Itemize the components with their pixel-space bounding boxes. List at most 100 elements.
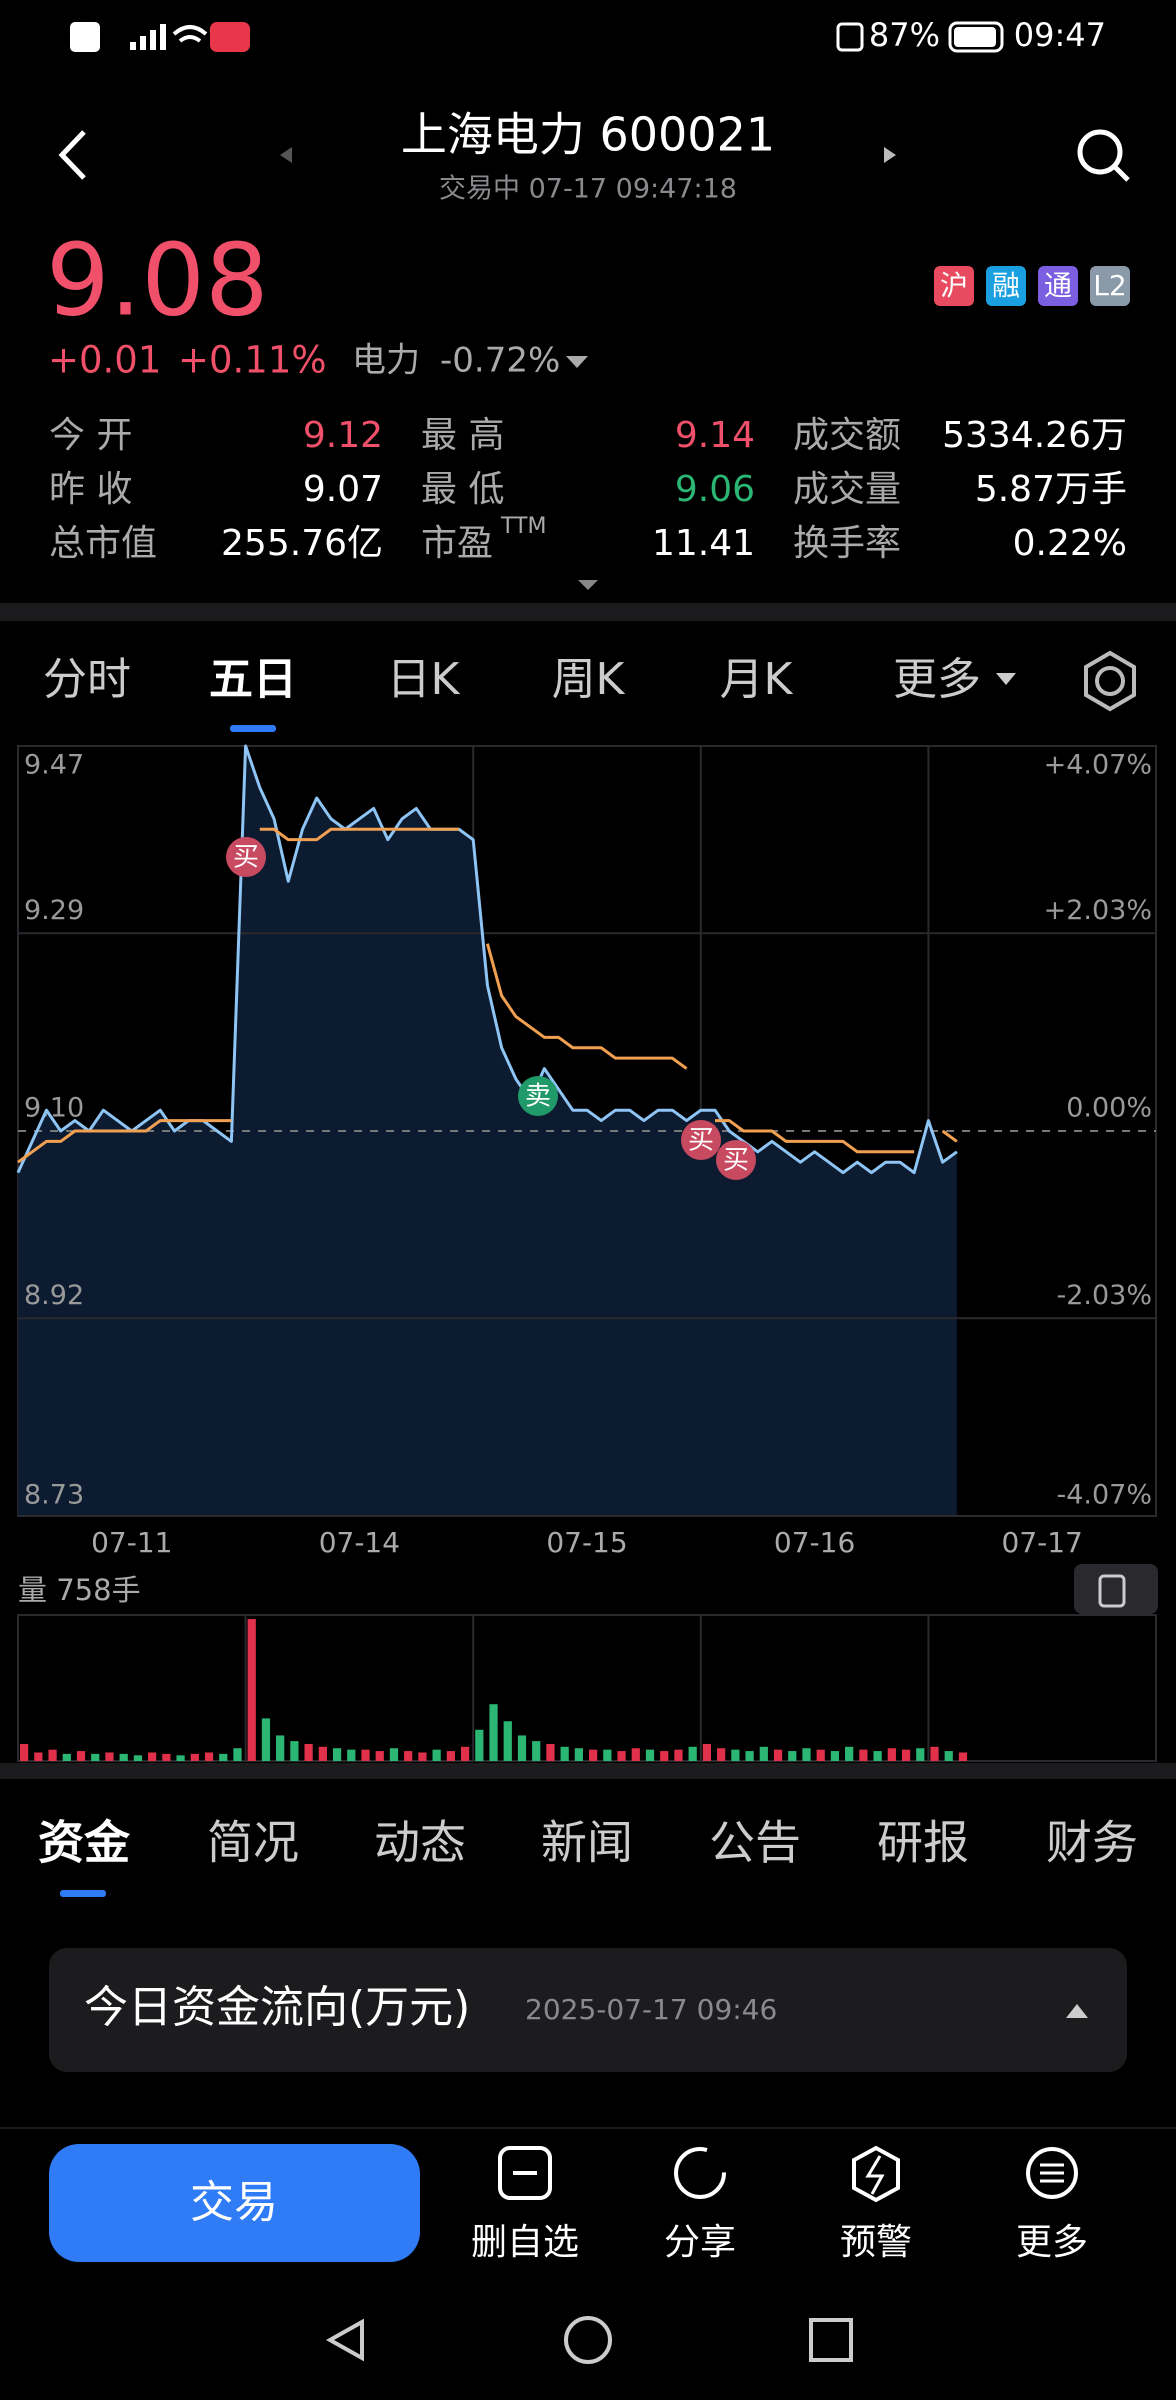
volume-bar [404, 1751, 413, 1761]
trade-marker-label: 买 [688, 1126, 714, 1156]
volume-bar [788, 1751, 797, 1761]
rotate-icon [1098, 1574, 1126, 1608]
chart-tab[interactable]: 更多 [893, 654, 981, 705]
stat-value: 0.22% [1013, 523, 1127, 564]
nav-recent[interactable] [809, 2318, 853, 2362]
tab-underline [60, 1890, 106, 1897]
y2-tick-label: -4.07% [1056, 1480, 1152, 1511]
volume-bar [276, 1735, 285, 1761]
volume-bar [460, 1746, 470, 1761]
chart-tab[interactable]: 月K [720, 654, 794, 705]
change: +0.01 [48, 339, 161, 382]
next-stock[interactable] [884, 147, 896, 163]
back-button[interactable] [58, 130, 86, 180]
chart-tab[interactable]: 日K [387, 654, 461, 705]
trade-status: 交易中 07-17 09:47:18 [439, 174, 737, 205]
volume-bar [219, 1753, 228, 1761]
info-tab[interactable]: 公告 [709, 1816, 801, 1870]
volume-bar [574, 1748, 583, 1761]
volume-bar [361, 1749, 370, 1761]
chart-tab[interactable]: 周K [552, 654, 626, 705]
volume-bar [930, 1746, 939, 1761]
nav-home[interactable] [564, 2316, 612, 2364]
nav-label[interactable]: 预警 [840, 2222, 912, 2263]
prev-stock[interactable] [280, 147, 292, 163]
volume-bar [503, 1721, 512, 1761]
volume-bar [20, 1743, 29, 1761]
alert-bolt [865, 2155, 885, 2195]
badge-label: L2 [1093, 269, 1126, 302]
battery-level [954, 27, 996, 47]
x-tick-label: 07-16 [774, 1526, 855, 1559]
stat-value: 11.41 [652, 523, 755, 564]
average-line [17, 827, 958, 1164]
volume-bar [717, 1748, 726, 1761]
nav-back[interactable] [325, 2318, 364, 2362]
fund-flow-card[interactable] [49, 1948, 1127, 2072]
search-button[interactable] [1077, 129, 1123, 175]
chart-tab[interactable]: 分时 [43, 654, 131, 705]
badge-label: 通 [1044, 269, 1072, 302]
volume-bar [489, 1704, 498, 1761]
y-tick-label: 8.73 [24, 1480, 84, 1511]
more-icon [1026, 2147, 1078, 2199]
settings-button[interactable] [1095, 666, 1125, 696]
stat-label: 最 高 [421, 415, 504, 456]
nav-label[interactable]: 更多 [1016, 2222, 1088, 2263]
volume-bar [475, 1729, 484, 1761]
volume-bar [958, 1752, 968, 1761]
x-tick-label: 07-14 [319, 1526, 400, 1559]
volume-bar [546, 1743, 555, 1761]
expand-arrow[interactable] [578, 580, 598, 590]
tab-underline [230, 725, 276, 732]
volume-bar [816, 1749, 825, 1761]
nfc-icon [836, 22, 864, 52]
chart-tab[interactable]: 五日 [209, 654, 297, 705]
info-tab[interactable]: 动态 [374, 1816, 466, 1870]
stock-title: 上海电力 600021 [401, 108, 775, 162]
signal-icon [130, 24, 166, 50]
price: 9.08 [46, 221, 269, 338]
volume-bar [745, 1751, 754, 1761]
hd-icon [70, 22, 100, 52]
share-icon [674, 2147, 726, 2199]
nav-label[interactable]: 删自选 [471, 2222, 579, 2263]
volume-bar [802, 1748, 811, 1761]
stat-value: 9.12 [303, 415, 383, 456]
rotate-button[interactable] [1074, 1564, 1158, 1614]
volume-bar [375, 1751, 384, 1761]
volume-bar [148, 1752, 157, 1761]
battery-pct: 87% [869, 16, 940, 54]
remove-icon [498, 2146, 552, 2200]
volume-bar [176, 1755, 185, 1761]
sector[interactable]: 电力 [352, 341, 420, 381]
volume-bar [91, 1753, 100, 1761]
trade-marker-label: 卖 [525, 1082, 551, 1112]
info-tab[interactable]: 研报 [877, 1816, 969, 1870]
x-tick-label: 07-15 [546, 1526, 627, 1559]
trade-button[interactable] [49, 2144, 420, 2262]
stat-label: 换手率 [793, 523, 901, 564]
volume-bar [304, 1743, 313, 1761]
volume-bar [247, 1619, 256, 1761]
collapse-arrow[interactable] [1066, 2004, 1088, 2018]
info-tab[interactable]: 资金 [38, 1816, 131, 1870]
info-tab[interactable]: 简况 [207, 1816, 299, 1870]
sector-pct[interactable]: -0.72% [440, 341, 560, 381]
volume-bar [418, 1752, 427, 1761]
clock: 09:47 [1014, 16, 1106, 54]
badge [934, 266, 974, 306]
chart: 9.47 +4.07% 9.29 +2.03% 9.10 0.00% 8.92 -2.03% 8… [16, 744, 1156, 1517]
info-tab[interactable]: 新闻 [541, 1816, 633, 1870]
info-tab[interactable]: 财务 [1046, 1816, 1138, 1870]
more-icon-lines [1040, 2163, 1064, 2183]
y-tick-label: 9.29 [24, 895, 84, 926]
volume-bar [660, 1751, 669, 1761]
nav-label[interactable]: 分享 [664, 2222, 736, 2263]
card-time: 2025-07-17 09:46 [525, 1993, 777, 2026]
stat-value: 255.76亿 [221, 523, 383, 564]
volume-bar [603, 1749, 612, 1761]
y2-tick-label: -2.03% [1056, 1280, 1152, 1311]
volume-bar [389, 1748, 399, 1761]
volume-bar [76, 1751, 86, 1761]
